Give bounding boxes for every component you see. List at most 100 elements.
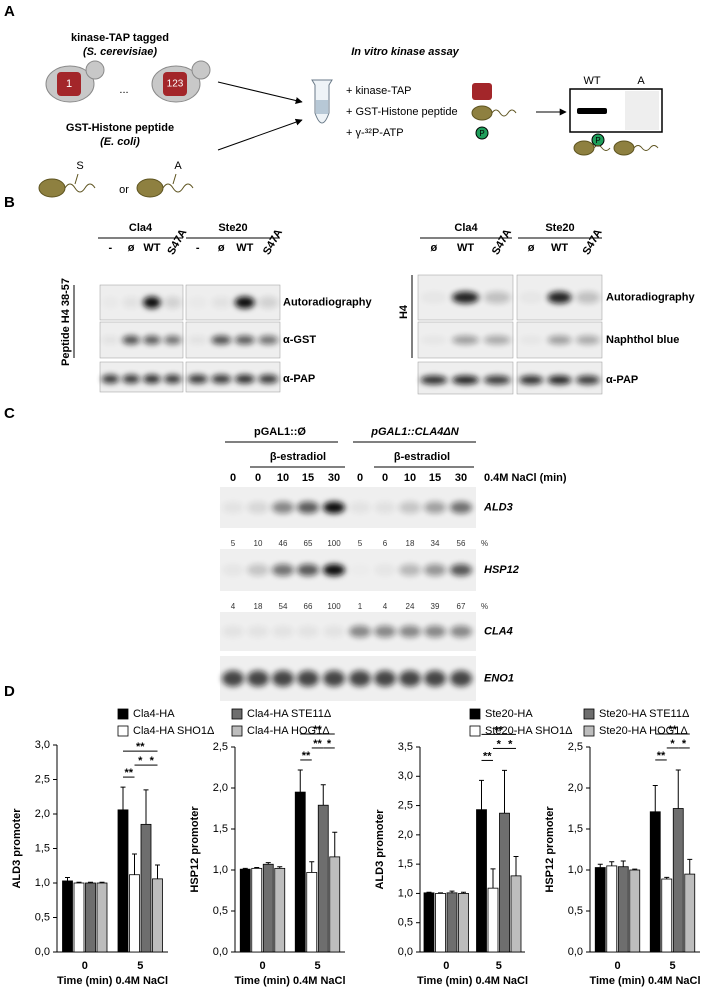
error-bar — [132, 853, 137, 875]
y-tick-label: 0,5 — [398, 917, 413, 929]
legend-label: Cla4-HA SHO1Δ — [133, 725, 215, 737]
quantification: 67 — [457, 602, 466, 611]
significance: ** — [313, 724, 322, 736]
blot-band — [323, 670, 345, 687]
legend-label: Ste20-HA — [485, 708, 533, 720]
significance: ** — [494, 724, 503, 736]
blot-band — [450, 625, 472, 638]
error-bar — [265, 862, 271, 865]
x-axis-label: Time (min) 0.4M NaCl — [417, 975, 528, 987]
y-tick-label: 1,0 — [568, 864, 583, 876]
yeast-bud — [85, 60, 105, 80]
blot-band — [234, 296, 255, 309]
kinase-icon — [163, 72, 187, 96]
bar — [594, 867, 606, 953]
peptide-tail — [64, 173, 96, 193]
error-bar — [438, 892, 443, 894]
legend-swatch — [231, 708, 243, 720]
legend-swatch — [117, 708, 129, 720]
y-tick-label: 2,5 — [568, 741, 583, 753]
blot-band — [272, 501, 294, 514]
x-tick-label: 0 — [82, 960, 88, 972]
bar — [629, 869, 641, 953]
bar — [476, 809, 487, 953]
lane-label: ø — [218, 242, 225, 254]
bar — [606, 865, 618, 953]
y-tick-label: 1,0 — [213, 864, 228, 876]
quantification: 54 — [279, 602, 288, 611]
y-tick-label: 2,5 — [35, 773, 50, 785]
bar — [239, 868, 251, 953]
quantification: 10 — [254, 539, 263, 548]
error-bar — [297, 769, 303, 793]
row-label: α-PAP — [283, 373, 315, 385]
strain-number: 1 — [66, 78, 72, 90]
y-axis-label: HSP12 promoter — [189, 806, 201, 893]
blot-band — [163, 296, 182, 309]
blot-band — [374, 564, 396, 576]
y-tick-label: 0,5 — [568, 905, 583, 917]
error-bar — [76, 881, 82, 883]
assay-title: In vitro kinase assay — [351, 46, 459, 58]
error-bar — [620, 860, 626, 867]
y-axis-label: HSP12 promoter — [544, 806, 556, 893]
gel-lane-bg — [625, 91, 659, 130]
bar — [274, 867, 286, 953]
x-tick-label: 0 — [259, 960, 265, 972]
bar — [251, 867, 263, 953]
y-tick-label: 0,5 — [213, 905, 228, 917]
group-label: Cla4 — [129, 222, 153, 234]
significance: ** — [136, 741, 145, 753]
quantification: 18 — [254, 602, 263, 611]
y-tick-label: 3,0 — [35, 739, 50, 751]
legend-swatch — [117, 725, 129, 737]
blot-band — [374, 501, 396, 514]
quantification: 56 — [457, 539, 466, 548]
blot-band — [399, 625, 421, 638]
blot-band — [163, 335, 182, 345]
panel-label: A — [4, 3, 15, 20]
unit: % — [481, 602, 488, 611]
phospho-label: P — [595, 136, 600, 145]
error-bar — [502, 769, 507, 814]
gst-bead — [136, 178, 164, 198]
lane-label: ø — [528, 242, 535, 254]
blot-band — [247, 564, 269, 576]
error-bar — [332, 831, 338, 857]
error-bar — [652, 785, 658, 812]
phospho-icon — [475, 126, 489, 140]
gene-label: HSP12 — [484, 564, 519, 576]
blot-band — [163, 374, 182, 384]
lane-time: 15 — [302, 472, 314, 484]
blot-band — [424, 670, 446, 687]
treatment: β-estradiol — [270, 451, 326, 463]
strain-ellipsis: ... — [119, 84, 128, 96]
legend-label: Cla4-HA — [133, 708, 175, 720]
residue: A — [174, 160, 182, 172]
blot-band — [222, 501, 244, 514]
bar — [262, 863, 274, 953]
blot-band — [420, 375, 448, 385]
error-bar — [320, 784, 326, 806]
error-bar — [120, 786, 126, 810]
quantification: 4 — [383, 602, 388, 611]
unit: % — [481, 539, 488, 548]
blot-band — [519, 292, 543, 304]
blot-band — [483, 291, 511, 304]
yeast-bud — [191, 60, 211, 80]
gel-lane: A — [637, 75, 645, 87]
y-tick-label: 2,0 — [398, 829, 413, 841]
blot-band — [349, 501, 371, 514]
blot-band — [258, 296, 279, 309]
y-tick-label: 2,5 — [398, 799, 413, 811]
y-tick-label: 0,0 — [213, 946, 228, 958]
blot-band — [234, 374, 255, 384]
x-tick-label: 5 — [137, 960, 143, 972]
bar — [684, 873, 696, 953]
peptide-organism: (E. coli) — [100, 136, 140, 148]
significance: ** — [313, 738, 322, 750]
blot-band — [297, 625, 319, 638]
blot-band — [452, 375, 479, 385]
panel-b: Peptide H4 38-57 H4 — [60, 275, 413, 366]
significance: * — [327, 738, 332, 750]
